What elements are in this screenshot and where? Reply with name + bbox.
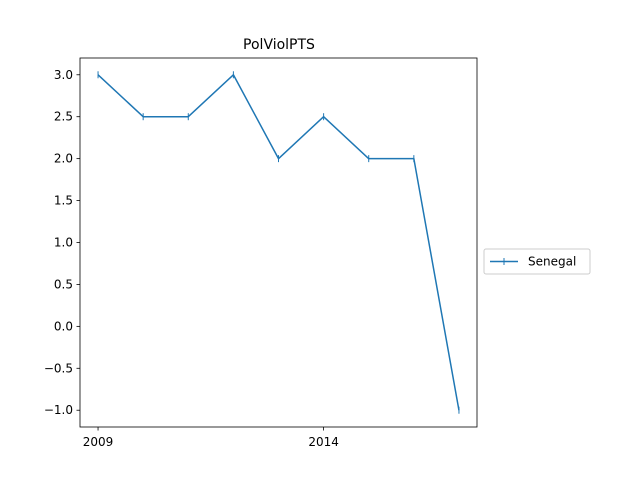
- y-tick-label: 3.0: [54, 68, 73, 82]
- axes: 2009 2014 −1.0 −0.5 0.0 0.5 1.0 1.5 2.0 2.5 3.0: [44, 57, 478, 449]
- y-tick-label: −1.0: [44, 403, 73, 417]
- legend: Senegal: [483, 248, 591, 275]
- x-tick-label: 2014: [308, 435, 339, 449]
- legend-label: Senegal: [528, 255, 576, 269]
- y-tick-label: 0.0: [54, 319, 73, 333]
- y-tick-label: −0.5: [44, 361, 73, 375]
- y-tick-label: 2.5: [54, 110, 73, 124]
- y-tick-label: 1.5: [54, 194, 73, 208]
- legend-box: [483, 248, 591, 275]
- y-tick-label: 0.5: [54, 277, 73, 291]
- y-tick-label: 2.0: [54, 152, 73, 166]
- chart-title: PolViolPTS: [243, 37, 315, 53]
- y-tick-label: 1.0: [54, 236, 73, 250]
- series-line-0: [97, 74, 460, 411]
- x-tick-label: 2009: [83, 435, 114, 449]
- plot-area: [97, 71, 460, 414]
